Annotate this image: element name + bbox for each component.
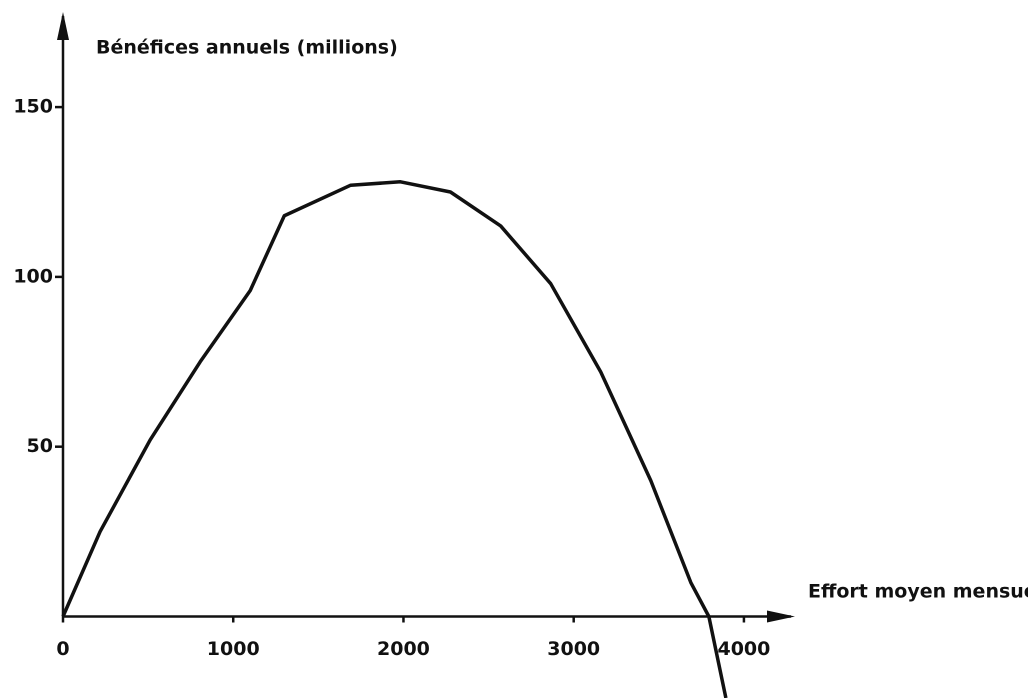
data-line	[61, 180, 728, 698]
y-tick-label: 50	[27, 435, 53, 457]
x-tick-label: 3000	[547, 638, 600, 660]
x-tick-label: 4000	[717, 638, 770, 660]
y-tick-label: 100	[13, 265, 53, 287]
x-axis-arrow	[767, 610, 795, 623]
y-axis-arrow	[57, 12, 69, 40]
x-tick-label: 0	[56, 638, 69, 660]
x-tick-label: 2000	[377, 638, 430, 660]
y-axis-label: Bénéfices annuels (millions)	[96, 37, 398, 59]
x-axis-label: Effort moyen mensuel	[808, 581, 1028, 603]
x-tick-label: 1000	[207, 638, 260, 660]
y-tick-label: 150	[13, 96, 53, 118]
